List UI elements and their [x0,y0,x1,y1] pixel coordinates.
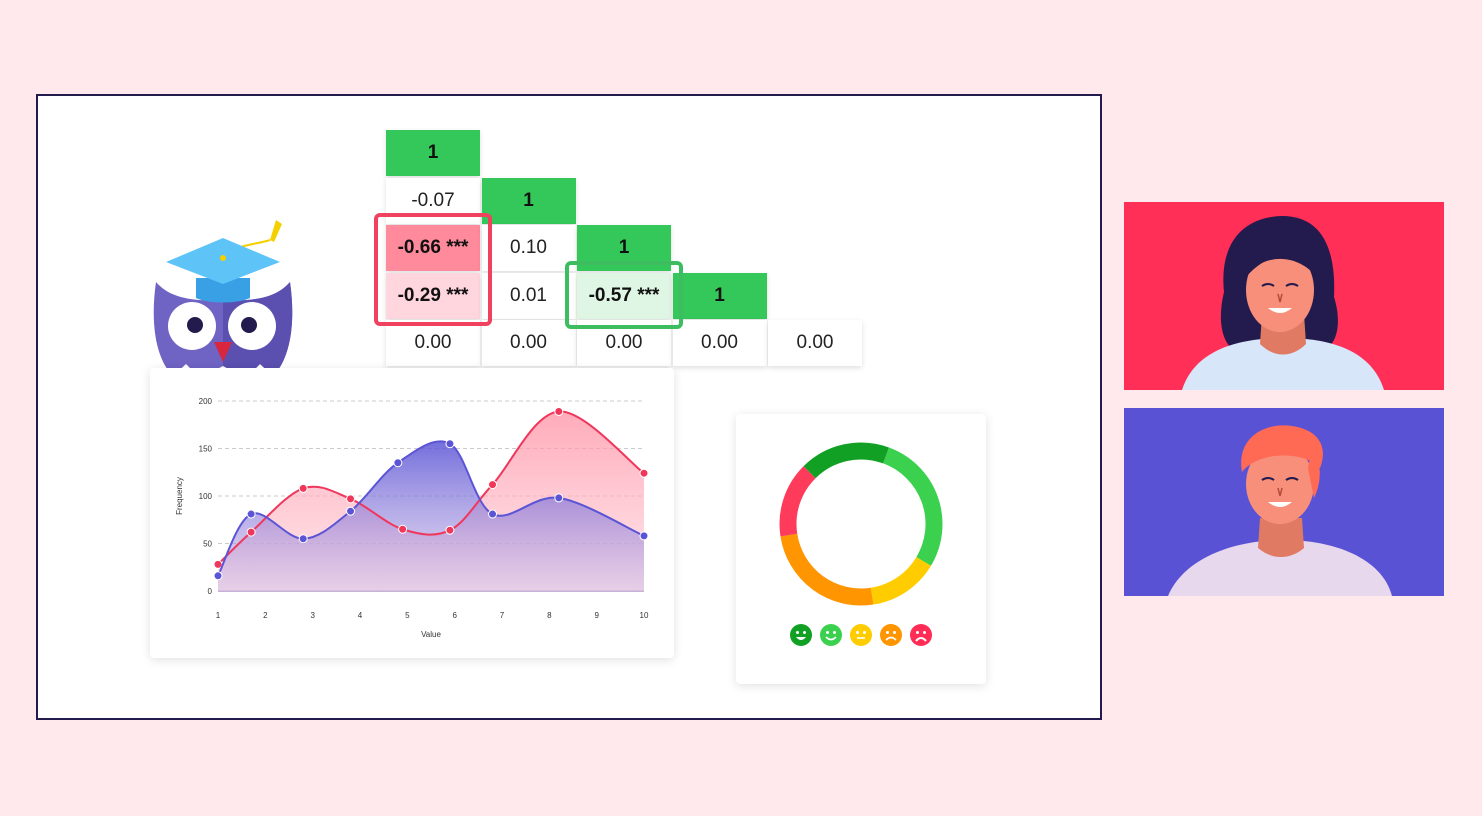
x-tick-label: 10 [640,611,649,620]
x-tick-label: 7 [500,611,505,620]
frequency-chart: 0 50 100 150 200 1 2 3 4 5 6 7 8 9 10 Value Frequency [150,368,674,658]
x-tick-label: 6 [452,611,457,620]
data-point [488,509,498,519]
correlation-highlight [565,260,683,329]
neutral-face-icon [850,624,872,646]
data-point [246,527,256,537]
y-tick-label: 100 [199,492,213,501]
x-tick-label: 4 [358,611,363,620]
x-tick-label: 5 [405,611,410,620]
x-tick-label: 2 [263,611,268,620]
donut-segment [870,556,931,605]
series-line [217,410,645,566]
x-axis-label: Value [421,630,441,639]
donut-segment [803,442,889,479]
matrix-cell: 0.00 [768,320,862,366]
matrix-cell: 0.00 [672,320,767,366]
happy-face-icon [820,624,842,646]
sentiment-card [736,414,986,684]
data-point [298,534,308,544]
participant-avatar-woman [1124,202,1444,390]
y-tick-label: 200 [199,397,213,406]
very-sad-face-icon [910,624,932,646]
sentiment-scale [790,624,932,646]
data-point [639,468,649,478]
x-tick-label: 1 [216,611,221,620]
matrix-cell: 1 [386,130,480,176]
matrix-cell: 0.10 [481,225,576,271]
data-point [445,439,455,449]
analysis-panel: 1 -0.07 1 -0.66 *** 0.10 1 -0.29 *** 0.01 -0.57 … [36,94,1102,720]
matrix-cell: 0.00 [481,320,576,366]
matrix-cell: -0.29 *** [386,272,480,319]
data-point [246,509,256,519]
very-happy-face-icon [790,624,812,646]
data-point [445,525,455,535]
matrix-cell: 0.01 [481,272,576,319]
matrix-cell: 1 [481,177,576,224]
participant-avatar-man [1124,408,1444,596]
donut-segment [779,466,816,537]
matrix-cell: 1 [672,272,767,319]
donut-segment [882,447,943,566]
data-point [298,483,308,493]
sad-face-icon [880,624,902,646]
data-point [639,531,649,541]
data-point [398,524,408,534]
negative-correlation-highlight [374,213,492,326]
data-point [554,493,564,503]
data-point [488,480,498,490]
y-tick-label: 150 [199,445,213,454]
x-tick-label: 3 [310,611,315,620]
data-point [554,406,564,416]
y-axis-label: Frequency [175,477,184,515]
owl-mascot-icon [148,214,298,382]
data-point [346,494,356,504]
x-tick-label: 9 [594,611,599,620]
matrix-cell: -0.57 *** [577,272,671,319]
data-point [213,571,223,581]
series-area [218,441,644,591]
data-point [346,506,356,516]
matrix-cell: 0.00 [386,320,480,366]
matrix-cell: -0.66 *** [386,225,480,271]
y-tick-label: 0 [208,587,213,596]
y-tick-label: 50 [203,540,212,549]
x-tick-label: 8 [547,611,552,620]
data-point [393,458,403,468]
donut-segment [780,533,874,606]
